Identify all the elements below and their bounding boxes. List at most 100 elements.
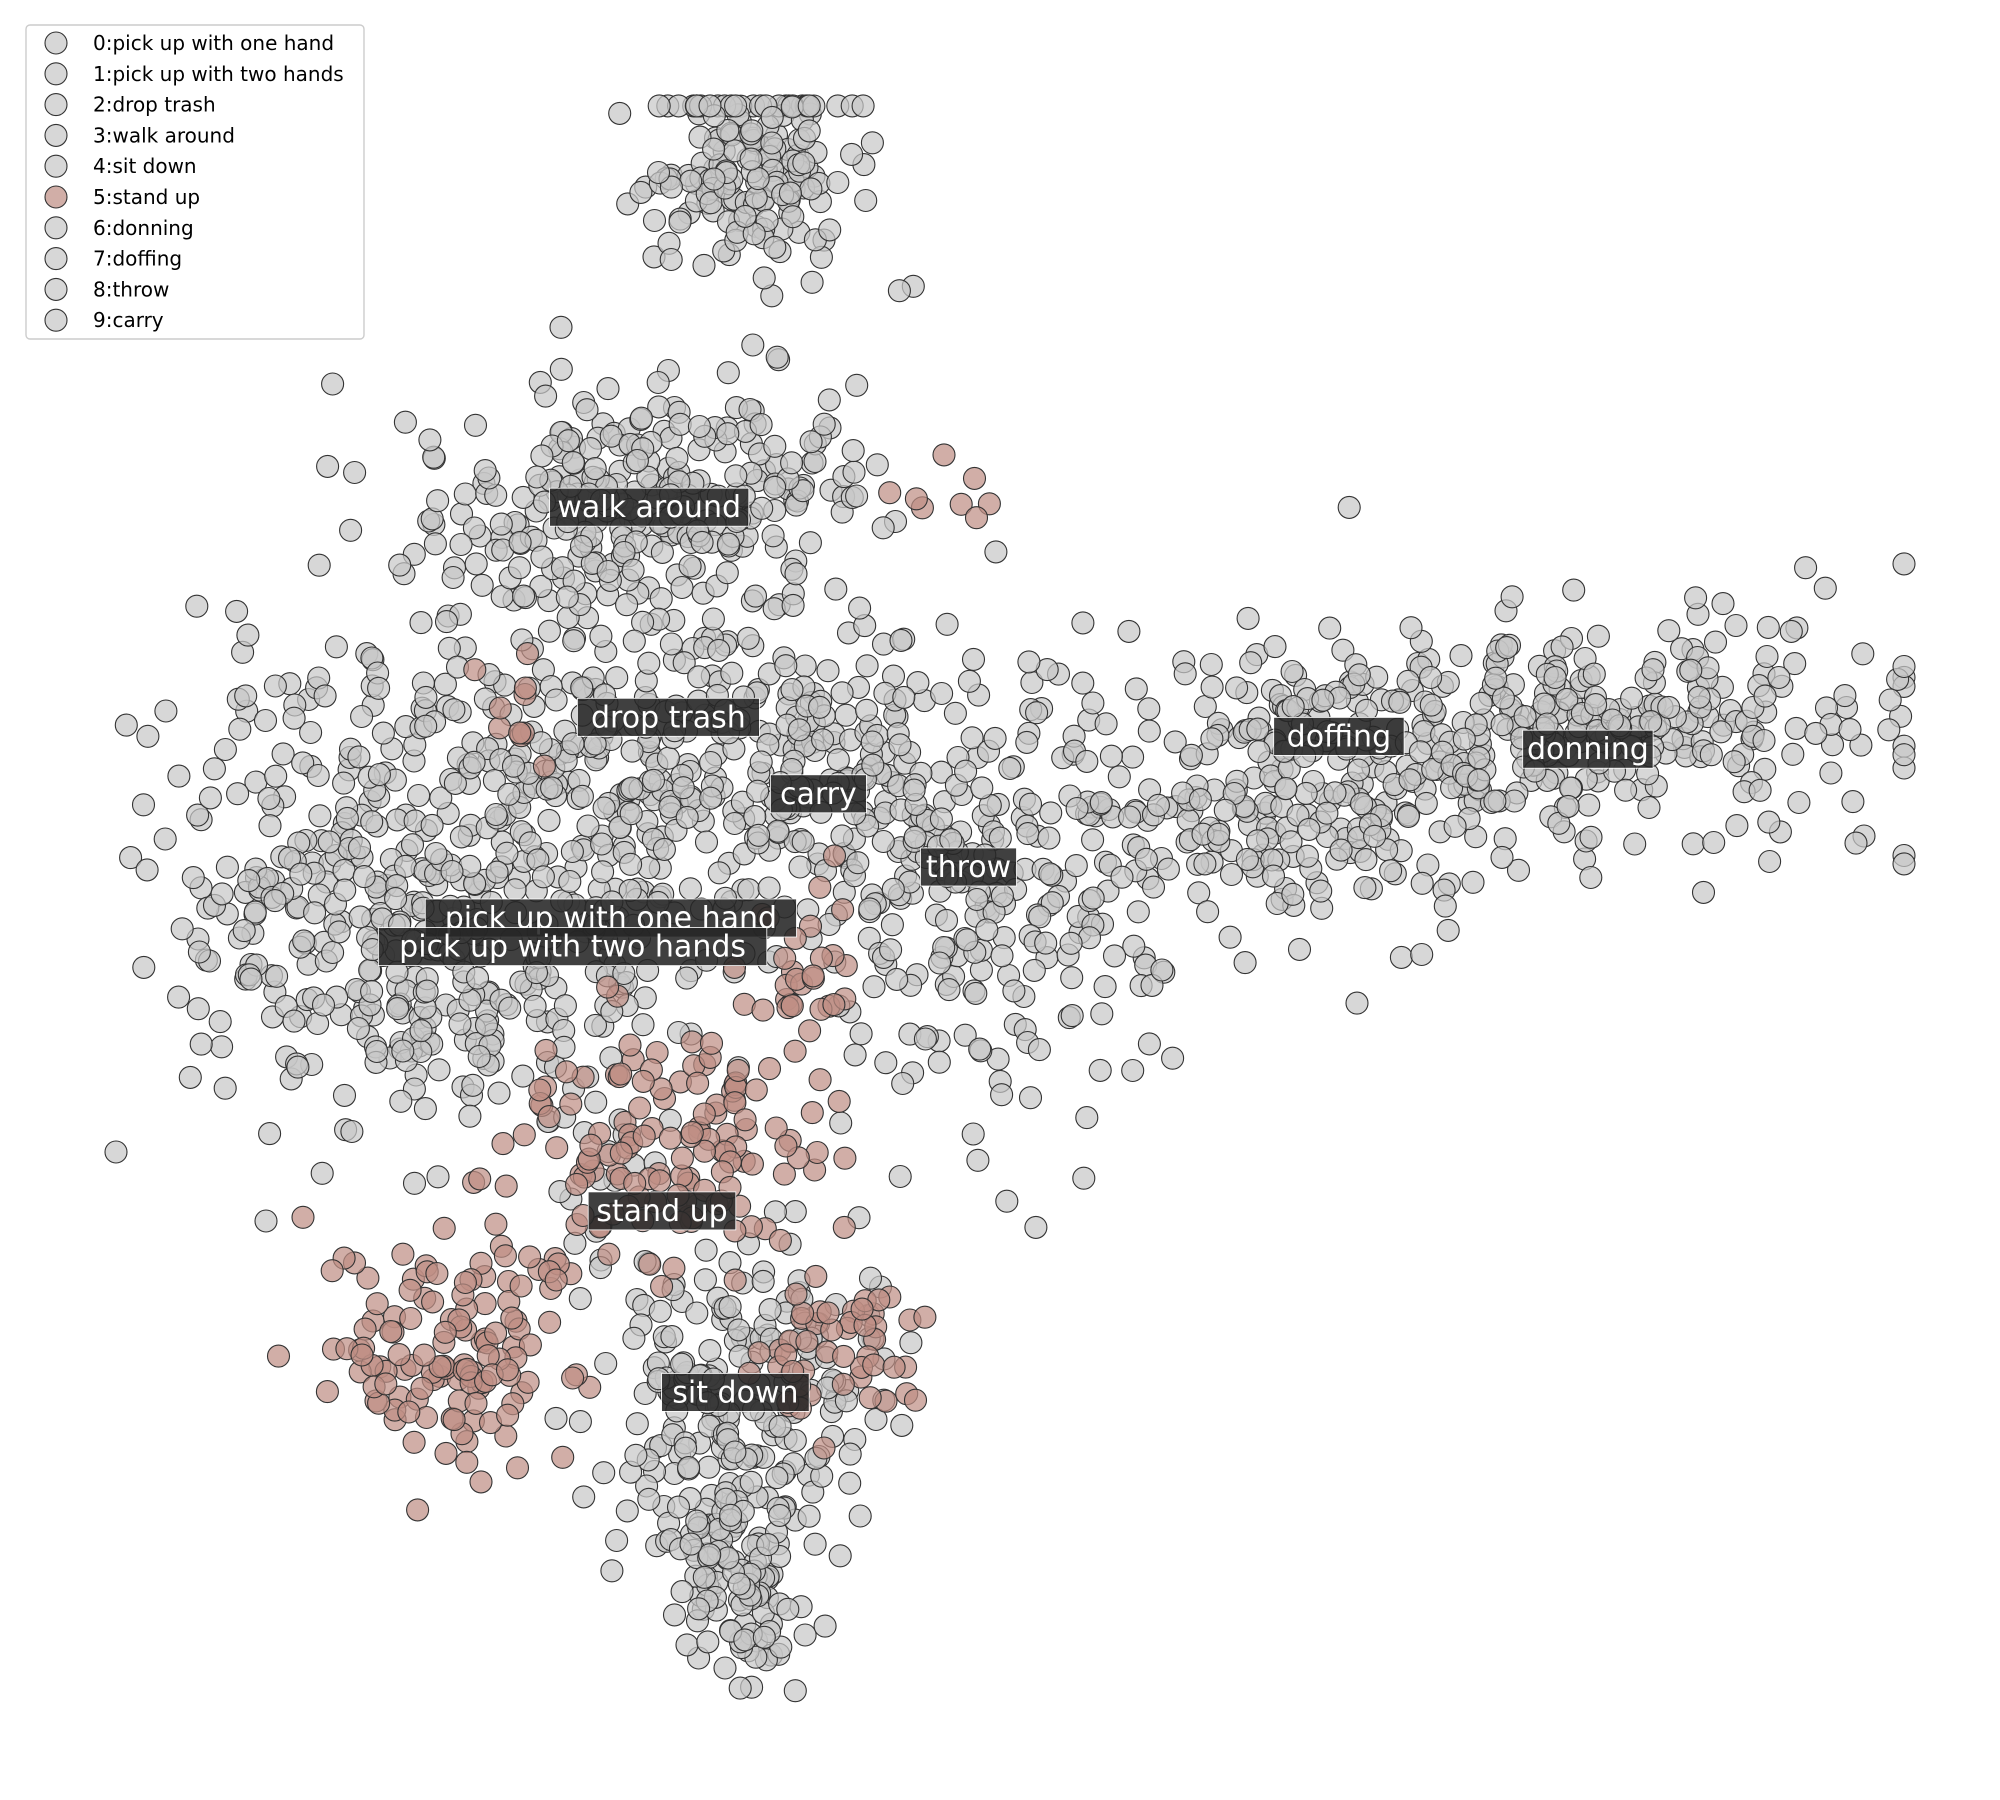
data-point-class-5 (565, 1172, 589, 1196)
data-point-class-7 (1071, 671, 1095, 695)
data-point-class-0 (393, 854, 418, 878)
data-point-class-2 (442, 698, 466, 722)
data-point-class-0 (332, 771, 356, 795)
data-point-class-0 (154, 699, 178, 723)
data-point-class-7 (1247, 739, 1271, 764)
data-point-class-2 (414, 714, 438, 738)
data-point-class-0 (347, 836, 372, 860)
data-point-class-4 (727, 1572, 751, 1596)
data-point-class-7 (1075, 749, 1099, 773)
legend-marker-3 (44, 123, 68, 147)
data-point-class-6 (1851, 642, 1875, 666)
data-point-class-4 (751, 1269, 775, 1293)
data-point-class-3 (670, 575, 694, 600)
data-point-class-4 (765, 345, 789, 369)
data-point-class-3 (803, 449, 827, 474)
data-point-class-7 (1179, 743, 1203, 767)
data-point-class-6 (1877, 718, 1901, 742)
data-point-class-0 (225, 599, 249, 623)
data-point-class-8 (1122, 934, 1146, 958)
data-point-class-8 (927, 1050, 951, 1074)
data-point-class-4 (756, 1533, 780, 1557)
data-point-class-6 (1841, 790, 1865, 814)
data-point-class-4 (739, 1470, 763, 1494)
data-point-class-5 (808, 875, 832, 899)
data-point-class-2 (555, 585, 579, 609)
data-point-class-1 (346, 1016, 370, 1041)
data-point-class-9 (746, 779, 770, 803)
data-point-class-2 (347, 745, 371, 769)
data-point-class-9 (860, 730, 884, 754)
data-point-class-8 (1002, 979, 1026, 1003)
data-point-class-4 (697, 1455, 721, 1479)
data-point-class-5 (631, 1069, 655, 1093)
data-point-class-7 (1200, 675, 1224, 699)
data-point-class-3 (549, 357, 573, 381)
data-point-class-6 (1556, 794, 1580, 818)
cluster-label-box (577, 697, 760, 737)
data-point-class-6 (1755, 644, 1779, 669)
data-point-class-0 (202, 757, 226, 781)
data-point-class-0 (189, 1032, 213, 1056)
data-point-class-8 (903, 825, 927, 849)
data-point-class-0 (264, 764, 288, 788)
data-point-class-5 (455, 1450, 479, 1474)
data-point-class-8 (983, 726, 1007, 750)
data-point-class-2 (531, 865, 555, 889)
data-point-class-2 (540, 776, 564, 800)
data-point-class-6 (1725, 814, 1749, 838)
data-point-class-4 (760, 131, 784, 155)
data-point-class-9 (720, 661, 744, 685)
data-point-class-5 (692, 1139, 717, 1163)
data-point-class-7 (1246, 717, 1270, 741)
data-point-class-5 (397, 1400, 421, 1424)
data-point-class-6 (1757, 810, 1781, 834)
data-point-class-8 (1027, 1038, 1051, 1062)
data-point-class-8 (861, 753, 885, 777)
data-point-class-0 (236, 623, 260, 647)
data-point-class-0 (332, 858, 356, 882)
data-point-class-4 (698, 1339, 722, 1363)
data-point-class-5 (878, 481, 902, 505)
data-point-class-5 (561, 1366, 585, 1390)
data-point-class-1 (367, 762, 391, 787)
data-point-class-7 (1389, 945, 1413, 969)
data-point-class-6 (1753, 684, 1777, 708)
data-point-class-5 (505, 1456, 530, 1480)
data-point-class-6 (1844, 831, 1868, 855)
data-point-class-0 (237, 869, 261, 893)
data-point-class-5 (757, 1057, 782, 1081)
data-point-class-4 (890, 1413, 914, 1437)
cluster-label-text: donning (1527, 732, 1649, 767)
cluster-label-text: doffing (1287, 719, 1391, 754)
data-point-class-8 (830, 681, 854, 705)
data-point-class-2 (570, 676, 594, 700)
data-point-class-5 (699, 1031, 724, 1055)
cluster-label-box (1522, 729, 1654, 769)
data-point-class-6 (1449, 644, 1473, 668)
data-point-class-8 (1059, 931, 1083, 955)
data-point-class-3 (596, 377, 620, 401)
data-point-class-3 (763, 434, 787, 458)
data-point-class-6 (1513, 705, 1537, 729)
cluster-label-text: stand up (596, 1194, 727, 1229)
data-point-class-3 (625, 448, 649, 473)
data-point-class-8 (881, 877, 905, 901)
legend: 0:pick up with one hand 1:pick up with tw… (25, 24, 365, 340)
data-point-class-4 (659, 247, 683, 272)
data-point-class-4 (670, 1352, 694, 1376)
data-point-class-8 (968, 1037, 992, 1061)
data-point-class-6 (1819, 761, 1843, 785)
data-point-class-7 (1126, 900, 1150, 924)
data-point-class-8 (1107, 765, 1131, 789)
data-point-class-4 (666, 1495, 691, 1519)
data-point-class-0 (340, 1119, 364, 1144)
data-point-class-8 (1060, 1004, 1084, 1028)
data-point-class-7 (1433, 894, 1457, 918)
data-point-class-7 (990, 884, 1014, 908)
data-point-class-5 (597, 1242, 621, 1266)
data-point-class-4 (851, 94, 875, 118)
data-point-class-3 (549, 315, 573, 339)
data-point-class-4 (768, 1414, 792, 1438)
